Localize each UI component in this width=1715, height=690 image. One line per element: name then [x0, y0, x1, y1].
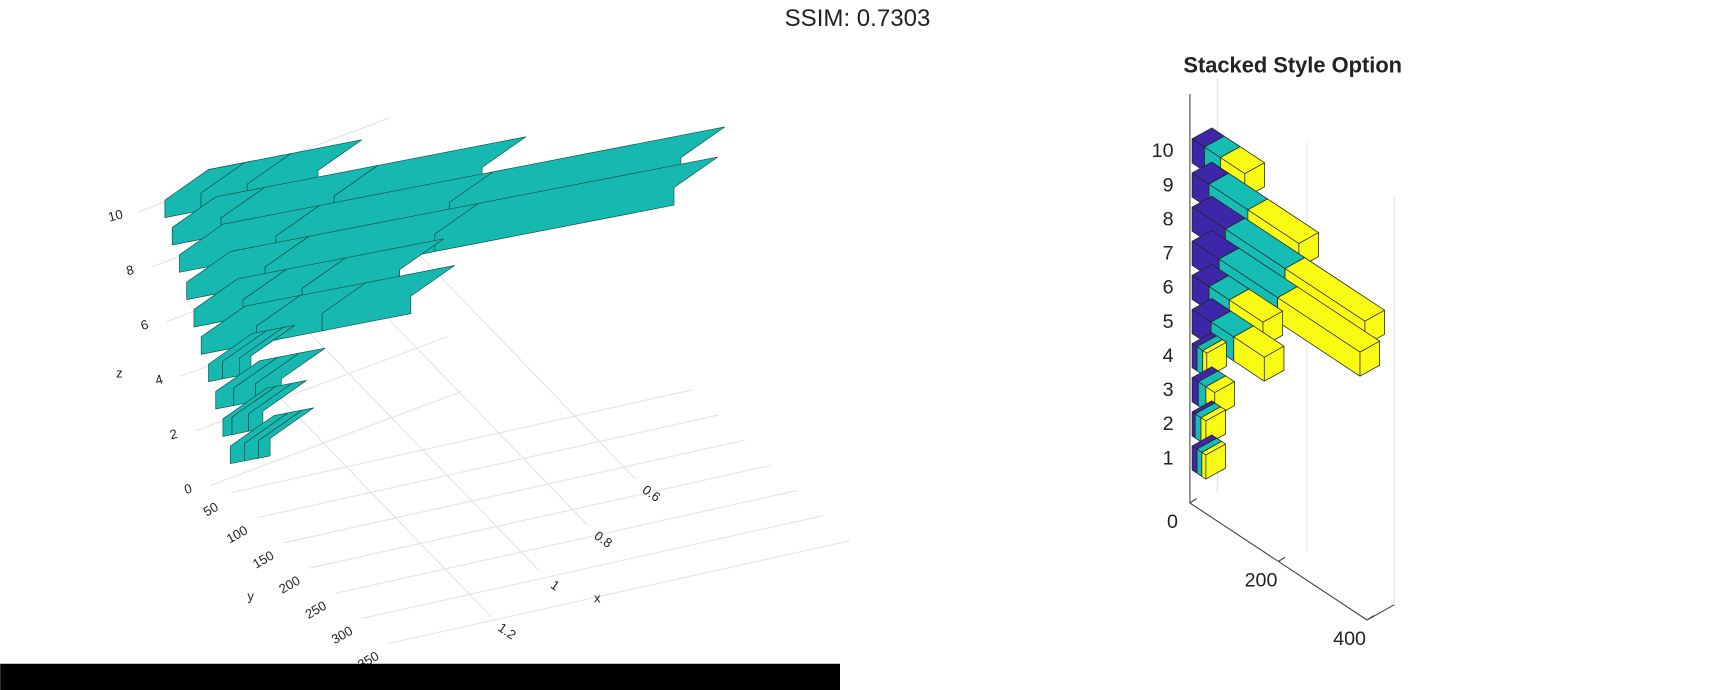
chart-title: Stacked Style Option — [1183, 52, 1402, 77]
z-axis-label: z — [116, 365, 123, 380]
page-title: SSIM: 0.7303 — [785, 5, 931, 32]
bar-edge — [1201, 443, 1226, 480]
bar-edge — [1200, 409, 1226, 445]
grid-line — [309, 464, 772, 569]
y-tick-label: 250 — [302, 598, 328, 622]
bar-edge — [1220, 157, 1265, 198]
grid-line — [209, 390, 462, 487]
z-tick-label: 2 — [168, 426, 179, 442]
z-tick-label: 7 — [1163, 243, 1174, 265]
x-tick-label: 1.2 — [495, 620, 519, 643]
x-tick-label: 400 — [1333, 628, 1366, 650]
grid-line — [283, 439, 745, 544]
bar-segment — [434, 156, 718, 252]
z-tick-label: 8 — [124, 262, 135, 278]
y-tick-label: 100 — [224, 522, 250, 546]
y-tick-label: 150 — [250, 548, 276, 572]
y-axis-label: y — [247, 589, 254, 604]
z-tick-label: 3 — [1163, 379, 1174, 401]
bar-edge — [1247, 209, 1319, 268]
bar-edge — [1277, 297, 1380, 377]
y-tick-label: 50 — [201, 499, 221, 519]
z-tick-label: 8 — [1163, 208, 1174, 230]
z-tick-label: 9 — [1163, 174, 1174, 196]
z-tick-label: 0 — [183, 481, 194, 497]
z-tick-label: 4 — [154, 371, 165, 387]
black-bar — [0, 663, 841, 690]
z-tick-label: 10 — [1152, 140, 1174, 162]
z-tick-label: 2 — [1163, 413, 1174, 435]
bar-edge — [1284, 268, 1385, 346]
bar-segment — [321, 265, 455, 332]
x-axis-label: x — [594, 591, 601, 606]
y-tick-label: 300 — [329, 623, 355, 647]
grid-line — [388, 540, 850, 645]
grid-line — [362, 515, 824, 619]
bar-edge — [1233, 336, 1285, 382]
y-tick-label: 200 — [276, 573, 302, 597]
z-tick-label: 6 — [139, 317, 150, 333]
z-tick-label: 6 — [1163, 277, 1174, 299]
bar-segment — [258, 407, 314, 459]
bar-edge — [1229, 299, 1283, 347]
z-tick-label: 10 — [106, 206, 124, 224]
grid-line — [335, 489, 798, 594]
tick-mark — [1278, 556, 1286, 562]
x-tick-label: 1 — [548, 577, 563, 593]
z-tick-label: 4 — [1163, 345, 1174, 367]
z-tick-label: 5 — [1163, 311, 1174, 333]
z-tick-label: 1 — [1163, 447, 1174, 469]
grid-line — [230, 389, 693, 494]
x-tick-label: 0 — [1167, 511, 1178, 533]
tick-mark — [1366, 615, 1374, 621]
grid-line — [257, 414, 719, 519]
x-tick-label: 200 — [1245, 569, 1278, 591]
right-chart: Stacked Style Option 0 200 400 10 9 8 7 6 5 4 3 2 1 — [1152, 52, 1402, 649]
bar-edge — [1202, 341, 1227, 378]
bar-edge — [1205, 381, 1235, 417]
tick-mark — [1189, 498, 1197, 504]
x-tick-label: 0.6 — [640, 482, 664, 505]
